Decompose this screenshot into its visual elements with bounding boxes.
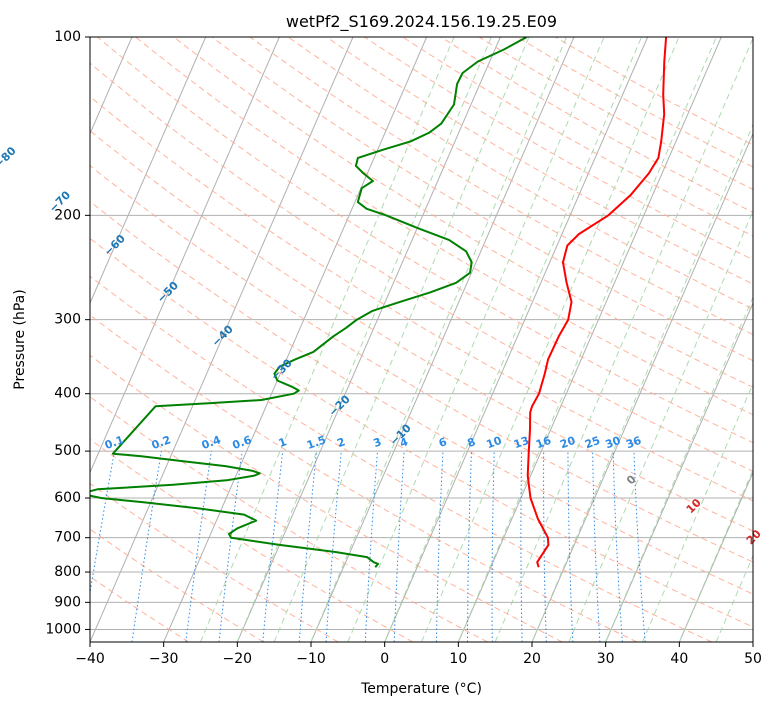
moist-adiabat-line — [642, 382, 753, 642]
isotherm-line — [678, 471, 753, 642]
mixing-ratio-label: 20 — [558, 434, 577, 452]
y-tick-label: 800 — [54, 564, 81, 580]
moist-adiabat-line — [200, 37, 455, 642]
y-tick-label: 600 — [54, 490, 81, 506]
x-tick-label: 40 — [670, 651, 688, 667]
isotherm-line — [90, 37, 280, 474]
y-tick-label: 100 — [54, 29, 81, 45]
mixing-ratio-label: 8 — [466, 435, 478, 450]
dry-adiabat-line — [90, 237, 753, 628]
x-tick-label: 10 — [449, 651, 467, 667]
dry-adiabat-line — [478, 37, 753, 191]
y-axis-label: Pressure (hPa) — [12, 289, 28, 389]
moist-adiabat-line — [457, 37, 717, 642]
mixing-ratio-line — [90, 451, 115, 596]
x-tick-label: −30 — [149, 651, 179, 667]
moist-adiabat-line — [310, 37, 567, 642]
mixing-ratio-label: 0.2 — [150, 433, 173, 452]
isotherm-line — [163, 37, 428, 642]
dry-adiabat-line — [90, 95, 753, 502]
dry-adiabat-line — [90, 130, 753, 532]
mixing-ratio-label: 1.5 — [305, 433, 328, 452]
moist-adiabat-line — [494, 37, 753, 642]
x-tick-label: 30 — [597, 651, 615, 667]
moist-adiabat-line — [715, 554, 753, 642]
mixing-ratio-line — [218, 451, 243, 642]
mixing-ratio-label: 0.1 — [103, 433, 126, 452]
mixing-ratio-label: 0.4 — [200, 433, 223, 452]
moist-adiabat-line — [568, 209, 753, 642]
x-tick-label: 50 — [744, 651, 762, 667]
dry-adiabat-line — [326, 37, 753, 285]
dry-adiabat-line — [90, 200, 753, 595]
profile-lines — [90, 37, 668, 568]
dry-adiabat-line — [90, 165, 753, 563]
x-axis-label: Temperature (°C) — [360, 681, 482, 697]
y-tick-label: 700 — [54, 530, 81, 546]
dry-adiabat-line — [90, 482, 339, 642]
temperature-profile-line — [526, 37, 668, 568]
moist-adiabat-line — [347, 37, 605, 642]
moist-adiabat-line — [421, 37, 680, 642]
mixing-ratio-label: 2 — [335, 435, 347, 450]
dewpoint-profile-line — [90, 37, 528, 568]
dry-adiabat-line — [402, 37, 753, 237]
dry-adiabat-line — [440, 37, 753, 214]
moist-adiabat-line — [236, 37, 492, 642]
isotherm-line — [457, 37, 722, 642]
isotherm-line — [90, 37, 207, 305]
dry-adiabat-line — [90, 314, 638, 642]
dry-adiabat-line — [249, 37, 753, 336]
mixing-ratio-label: 25 — [583, 434, 602, 451]
dry-adiabat-line — [555, 37, 753, 146]
y-tick-label: 200 — [54, 207, 81, 223]
isotherm-line — [605, 301, 753, 642]
mixing-ratio-label: 6 — [437, 435, 449, 450]
isotherm-line — [236, 37, 501, 642]
background-lines — [90, 37, 753, 642]
plot-frame — [89, 36, 754, 643]
mixing-ratio-label: 10 — [485, 434, 504, 452]
mixing-ratio-label: 30 — [604, 434, 623, 452]
moist-adiabat-line — [678, 468, 753, 642]
x-tick-label: 0 — [380, 651, 389, 667]
y-tick-label: 500 — [54, 443, 81, 459]
x-tick-label: −10 — [296, 651, 326, 667]
dry-adiabat-line — [90, 62, 753, 472]
moist-adiabat-line — [273, 37, 530, 642]
dry-adiabat-line — [364, 37, 753, 261]
moist-adiabat-line — [384, 37, 642, 642]
isotherm-line — [90, 37, 354, 642]
mixing-ratio-label: 36 — [624, 434, 643, 452]
x-tick-label: −20 — [223, 651, 253, 667]
dry-adiabat-line — [287, 37, 753, 310]
y-tick-label: 900 — [54, 594, 81, 610]
chart-title: wetPf2_S169.2024.156.19.25.E09 — [286, 12, 557, 32]
dry-adiabat-line — [90, 354, 563, 642]
mixing-ratio-label: 0.6 — [231, 433, 254, 452]
dry-adiabat-line — [97, 37, 753, 444]
x-tick-label: −40 — [75, 651, 105, 667]
isotherm-line — [384, 37, 649, 642]
mixing-ratio-label: 13 — [512, 434, 531, 451]
mixing-ratio-line — [131, 451, 162, 642]
moist-adiabat-line — [531, 123, 753, 642]
mixing-ratio-label: 4 — [398, 435, 410, 450]
moist-adiabat-line — [605, 296, 753, 642]
isotherm-line — [531, 132, 753, 642]
y-tick-label: 400 — [54, 386, 81, 402]
x-tick-label: 20 — [523, 651, 541, 667]
mixing-ratio-label: 16 — [534, 434, 553, 452]
mixing-ratio-label: 3 — [372, 435, 384, 450]
y-tick-label: 1000 — [45, 621, 81, 637]
dry-adiabat-line — [516, 37, 753, 168]
y-tick-label: 300 — [54, 312, 81, 328]
mixing-ratio-label: 1 — [277, 435, 289, 450]
